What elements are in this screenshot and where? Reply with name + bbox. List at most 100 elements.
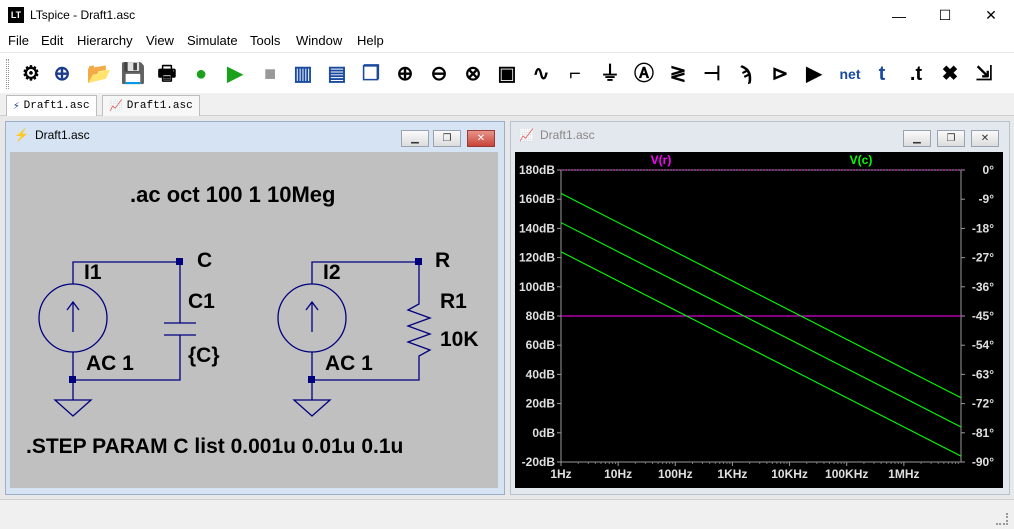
delete-icon[interactable]: ✖ [941,63,959,85]
i1-current-source[interactable] [38,283,108,353]
settings-icon[interactable]: ⚙ [22,63,40,85]
x-tick-label: 100Hz [658,467,693,481]
zoom-full-icon[interactable]: ▣ [497,63,517,85]
legend-item[interactable]: V(c) [850,153,873,167]
label-icon[interactable]: Ⓐ [634,63,654,85]
ac-directive[interactable]: .ac oct 100 1 10Meg [130,182,336,207]
toolbar-grip[interactable] [6,59,9,89]
y-tick-label: 60dB [526,338,556,352]
menu-file[interactable]: File [8,33,29,48]
schematic-close-button[interactable]: ✕ [467,130,495,147]
plot-canvas[interactable]: -20dB 0dB 20dB 40dB 60dB 80dB 100dB 120dB 140dB 1… [515,152,1003,488]
y2-tick-label: -36° [972,280,994,294]
tab-plot-label: Draft1.asc [126,100,193,112]
tab-plot[interactable]: 📈 Draft1.asc [102,95,200,116]
zoom-fit-icon[interactable]: ⊗ [464,63,482,85]
y-tick-label: -20dB [522,455,556,469]
menu-tools[interactable]: Tools [250,33,281,48]
step-directive[interactable]: .STEP PARAM C list 0.001u 0.01u 0.1u [26,435,404,458]
i2-value: AC 1 [325,352,373,375]
move-icon[interactable]: ⇲ [975,63,993,85]
y2-tick-label: -27° [972,251,994,265]
component-icon[interactable]: ▶ [806,63,822,85]
series-line [560,222,962,428]
plot-close-button[interactable]: ✕ [971,130,999,147]
resistor-icon[interactable]: ≷ [669,63,687,85]
i2-current-source[interactable] [277,283,347,353]
series-line [560,192,962,399]
node-c-junction [176,258,183,265]
r1-label: R1 [440,290,467,313]
y-tick-label: 140dB [519,221,555,235]
y-tick-label: 120dB [519,251,555,265]
tile-horizontal-icon[interactable]: ▤ [327,63,347,85]
diode-icon[interactable]: ⊳ [771,63,789,85]
window-title: LTspice - Draft1.asc [30,8,136,22]
schematic-icon: ⚡ [14,128,29,142]
open-icon[interactable]: 📂 [86,63,112,85]
wires-circuit-1 [72,261,181,400]
bode-plot: -20dB 0dB 20dB 40dB 60dB 80dB 100dB 120dB 140dB 1… [519,153,995,481]
menu-window[interactable]: Window [296,33,343,48]
node-r-label[interactable]: R [435,249,451,272]
tile-vertical-icon[interactable]: ▥ [293,63,313,85]
menu-edit[interactable]: Edit [41,33,64,48]
y2-tick-label: -63° [972,367,994,381]
schematic-canvas[interactable]: .ac oct 100 1 10Meg I1 AC 1 C C1 {C} I2 … [10,152,498,488]
y-tick-label: 0dB [532,426,555,440]
schematic-minimize-button[interactable]: ▁ [401,130,429,147]
waveform-icon: 📈 [109,101,123,113]
run-icon[interactable]: ▶ [227,63,243,85]
stop-icon[interactable]: ■ [263,63,277,85]
menu-bar: File Edit Hierarchy View Simulate Tools … [0,31,1014,51]
netlist-icon[interactable]: net [839,66,861,82]
zoom-out-icon[interactable]: ⊖ [430,63,448,85]
x-tick-label: 1MHz [888,467,919,481]
ltspice-app-icon: LT [8,7,24,23]
zoom-in-icon[interactable]: ⊕ [396,63,414,85]
y2-tick-label: -81° [972,426,994,440]
c1-capacitor[interactable] [164,322,196,336]
node-r-junction [415,258,422,265]
toolbar: ⚙ ⊕ 📂 💾 🖶 ● ▶ ■ ▥ ▤ ❐ ⊕ ⊖ ⊗ ▣ ∿ ⌐ ⏚ Ⓐ ≷ ⊣ ϡ ⊳ ▶ net t .t ✖ ⇲ [0,52,1014,92]
spice-directive-icon[interactable]: .t [909,63,923,85]
tab-schematic-label: Draft1.asc [23,100,90,112]
schematic-restore-button[interactable]: ❐ [433,130,461,147]
x-tick-label: 1KHz [717,467,747,481]
maximize-button[interactable]: ☐ [938,7,952,23]
wire-icon[interactable]: ⌐ [569,63,581,85]
menu-hierarchy[interactable]: Hierarchy [77,33,133,48]
y-tick-label: 80dB [526,309,556,323]
ground-icon[interactable]: ⏚ [600,63,620,85]
ground-icon [53,399,93,417]
y2-tick-label: 0° [983,163,995,177]
new-schematic-icon[interactable]: ⊕ [53,63,71,85]
menu-help[interactable]: Help [357,33,384,48]
inductor-icon[interactable]: ϡ [739,63,753,85]
y2-tick-label: -90° [972,455,994,469]
resize-grip[interactable] [996,513,1008,525]
print-icon[interactable]: 🖶 [157,63,177,85]
text-icon[interactable]: t [878,63,886,85]
menu-simulate[interactable]: Simulate [187,33,238,48]
save-icon[interactable]: 💾 [120,63,146,85]
capacitor-icon[interactable]: ⊣ [703,63,721,85]
tab-schematic[interactable]: ⚡ Draft1.asc [6,95,97,116]
minimize-button[interactable]: — [892,7,906,24]
legend-item[interactable]: V(r) [651,153,672,167]
halt-icon[interactable]: ● [194,63,208,85]
plot-restore-button[interactable]: ❐ [937,130,965,147]
schematic-window-titlebar[interactable]: ⚡ Draft1.asc [6,122,504,148]
node-c-label[interactable]: C [197,249,213,272]
plot-window-title: Draft1.asc [539,128,595,142]
plot-window-titlebar[interactable]: 📈 Draft1.asc [511,122,1009,148]
c1-value: {C} [188,344,220,367]
r1-resistor[interactable] [406,296,432,360]
x-tick-label: 100KHz [825,467,868,481]
waveform-icon[interactable]: ∿ [532,63,550,85]
r1-value: 10K [440,328,479,351]
close-button[interactable]: ✕ [985,7,997,23]
menu-view[interactable]: View [146,33,174,48]
plot-minimize-button[interactable]: ▁ [903,130,931,147]
cascade-icon[interactable]: ❐ [362,63,380,85]
